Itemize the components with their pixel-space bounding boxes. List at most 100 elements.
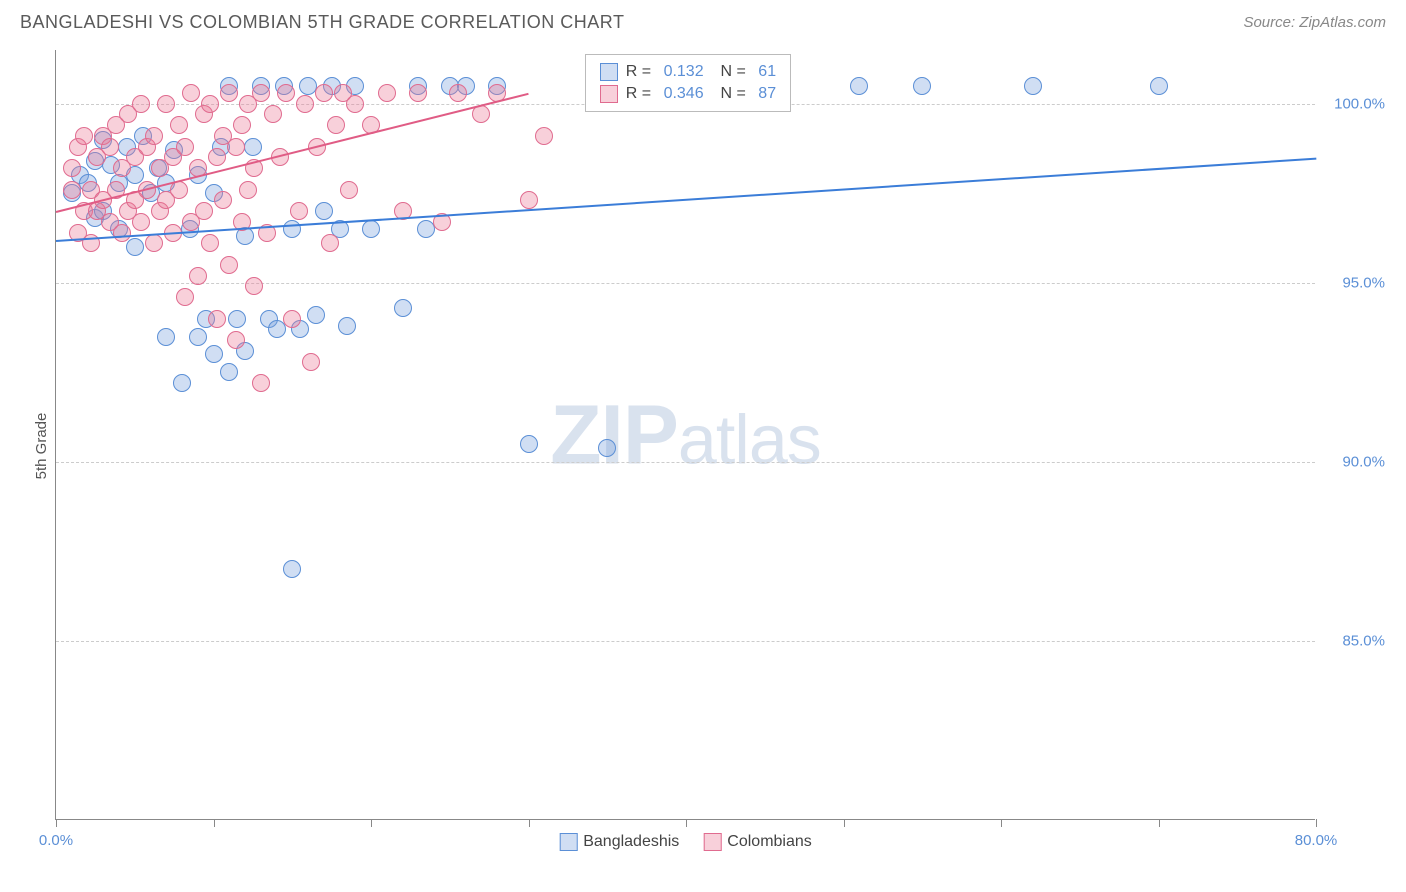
legend-R-label: R = [626,85,656,103]
scatter-point [176,138,194,156]
watermark: ZIPatlas [550,386,821,483]
scatter-point [113,224,131,242]
scatter-point [1024,77,1042,95]
scatter-point [307,306,325,324]
legend-N-value: 87 [758,85,776,103]
legend-N-value: 61 [758,63,776,81]
scatter-point [850,77,868,95]
scatter-point [220,84,238,102]
y-tick-label: 100.0% [1325,95,1385,112]
x-tick [1316,819,1317,827]
scatter-point [201,95,219,113]
scatter-point [520,191,538,209]
stats-legend: R = 0.132 N = 61R = 0.346 N = 87 [585,54,791,112]
y-tick-label: 85.0% [1325,632,1385,649]
x-tick [56,819,57,827]
series-legend: Bangladeshis Colombians [559,833,812,851]
y-tick-label: 95.0% [1325,274,1385,291]
scatter-point [378,84,396,102]
scatter-point [327,116,345,134]
legend-swatch [559,833,577,851]
scatter-point [145,127,163,145]
scatter-point [346,95,364,113]
scatter-point [189,267,207,285]
scatter-point [1150,77,1168,95]
series-legend-item: Bangladeshis [559,833,679,851]
scatter-point [145,234,163,252]
scatter-point [283,560,301,578]
scatter-point [220,363,238,381]
legend-R-label: R = [626,63,656,81]
scatter-point [283,310,301,328]
scatter-point [449,84,467,102]
legend-N-label: N = [712,63,751,81]
scatter-point [338,317,356,335]
scatter-point [315,84,333,102]
gridline [56,462,1315,463]
scatter-point [233,116,251,134]
scatter-point [268,320,286,338]
scatter-point [535,127,553,145]
scatter-point [227,331,245,349]
scatter-point [394,299,412,317]
x-tick [529,819,530,827]
scatter-point [63,159,81,177]
scatter-point [362,220,380,238]
scatter-point [245,277,263,295]
scatter-point [157,328,175,346]
chart-source: Source: ZipAtlas.com [1243,14,1386,31]
scatter-point [205,345,223,363]
scatter-point [126,238,144,256]
scatter-point [244,138,262,156]
chart-header: BANGLADESHI VS COLOMBIAN 5TH GRADE CORRE… [0,0,1406,41]
scatter-point [290,202,308,220]
scatter-point [520,435,538,453]
y-tick-label: 90.0% [1325,453,1385,470]
scatter-point [277,84,295,102]
scatter-point [170,116,188,134]
scatter-point [283,220,301,238]
scatter-point [340,181,358,199]
scatter-point [227,138,245,156]
scatter-point [252,84,270,102]
scatter-point [315,202,333,220]
scatter-point [264,105,282,123]
scatter-point [132,95,150,113]
scatter-point [228,310,246,328]
x-tick [1001,819,1002,827]
x-tick [214,819,215,827]
legend-swatch [600,85,618,103]
chart-title: BANGLADESHI VS COLOMBIAN 5TH GRADE CORRE… [20,12,624,33]
stats-legend-row: R = 0.346 N = 87 [600,83,776,105]
gridline [56,641,1315,642]
scatter-point [913,77,931,95]
x-tick [686,819,687,827]
series-legend-item: Colombians [703,833,811,851]
scatter-point [176,288,194,306]
scatter-point [195,202,213,220]
x-tick-label: 0.0% [39,832,73,849]
scatter-point [173,374,191,392]
scatter-point [321,234,339,252]
scatter-point [598,439,616,457]
scatter-point [252,374,270,392]
scatter-point [239,181,257,199]
scatter-point [296,95,314,113]
legend-N-label: N = [712,85,751,103]
stats-legend-row: R = 0.132 N = 61 [600,61,776,83]
x-tick-label: 80.0% [1295,832,1338,849]
scatter-point [63,181,81,199]
scatter-point [157,95,175,113]
scatter-point [189,328,207,346]
scatter-point [182,84,200,102]
scatter-point [220,256,238,274]
scatter-point [101,138,119,156]
x-tick [844,819,845,827]
legend-R-value: 0.132 [664,63,704,81]
scatter-point [214,191,232,209]
x-tick [1159,819,1160,827]
chart-container: ZIPatlas 85.0%90.0%95.0%100.0%0.0%80.0%R… [55,50,1385,820]
scatter-point [208,148,226,166]
scatter-point [201,234,219,252]
scatter-point [409,84,427,102]
